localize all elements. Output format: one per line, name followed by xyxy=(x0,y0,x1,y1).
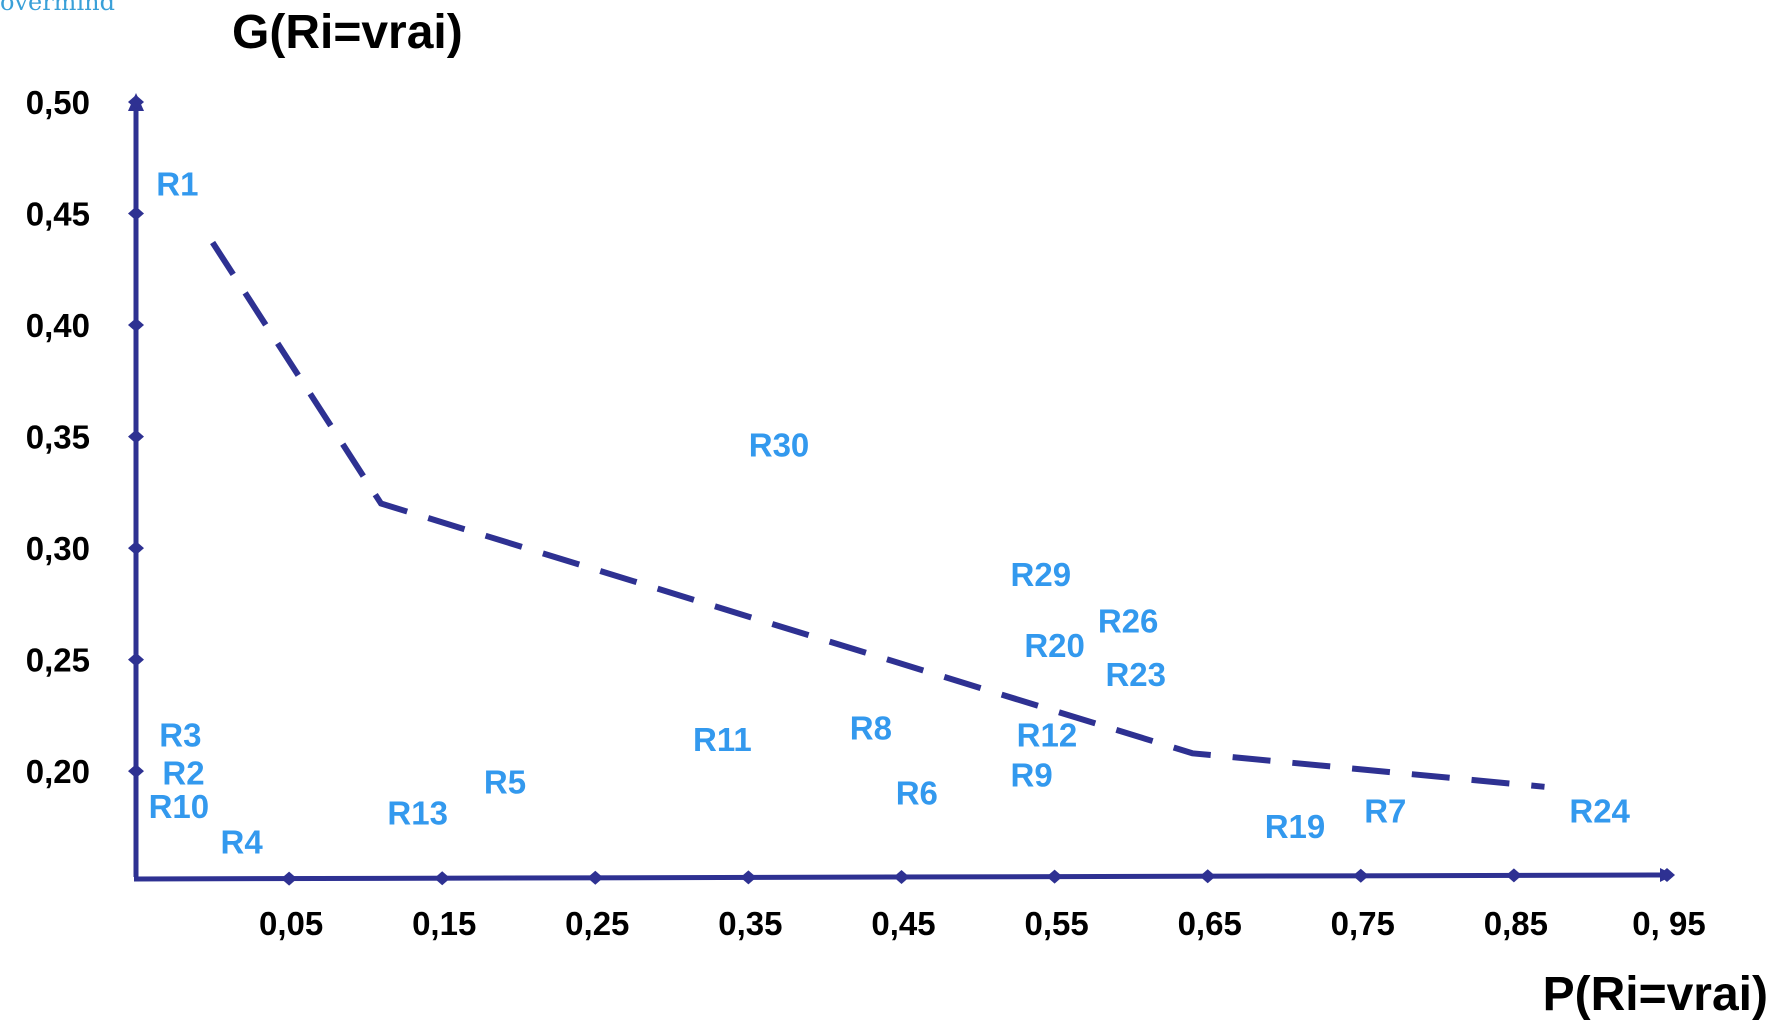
y-tick-label: 0,40 xyxy=(26,307,90,344)
x-tick-mark xyxy=(434,871,451,886)
y-tick-mark xyxy=(128,206,144,221)
point-label-r20: R20 xyxy=(1024,627,1085,664)
x-tick-label: 0,75 xyxy=(1331,905,1395,942)
watermark-text: overmind xyxy=(0,0,115,16)
x-tick-mark xyxy=(1505,868,1522,883)
x-axis-title: P(Ri=vrai) xyxy=(1543,968,1768,1021)
point-label-r12: R12 xyxy=(1017,716,1078,753)
point-label-r5: R5 xyxy=(484,763,526,800)
point-label-r1: R1 xyxy=(156,165,198,202)
x-tick-label: 0,65 xyxy=(1178,905,1242,942)
x-tick-label: 0,85 xyxy=(1484,905,1548,942)
point-label-r26: R26 xyxy=(1098,603,1159,640)
y-tick-label: 0,20 xyxy=(26,753,90,790)
frontier-layer xyxy=(210,240,1545,790)
point-label-r19: R19 xyxy=(1265,808,1326,845)
x-tick-mark xyxy=(1046,869,1063,884)
point-label-r10: R10 xyxy=(149,788,210,825)
y-tick-mark xyxy=(128,764,144,779)
y-tick-mark xyxy=(128,429,144,444)
y-tick-label: 0,50 xyxy=(26,84,90,121)
axes-layer xyxy=(128,93,1674,882)
point-label-r30: R30 xyxy=(749,426,810,463)
x-tick-label: 0,45 xyxy=(871,905,935,942)
x-tick-label: 0,35 xyxy=(718,905,782,942)
x-tick-label: 0,55 xyxy=(1024,905,1088,942)
point-label-r3: R3 xyxy=(159,716,201,753)
y-axis-title: G(Ri=vrai) xyxy=(232,6,463,59)
frontier-dashed-line xyxy=(210,240,1545,790)
y-tick-label: 0,35 xyxy=(26,419,90,456)
point-label-r2: R2 xyxy=(162,754,204,791)
x-tick-mark xyxy=(1659,868,1675,882)
point-label-r4: R4 xyxy=(221,823,264,860)
x-tick-mark xyxy=(893,870,910,884)
y-tick-mark xyxy=(128,95,144,109)
x-tick-label: 0, 95 xyxy=(1632,905,1705,942)
point-label-r23: R23 xyxy=(1105,656,1166,693)
x-tick-label: 0,15 xyxy=(412,905,476,942)
x-tick-label: 0,25 xyxy=(565,905,629,942)
x-tick-mark xyxy=(587,870,604,885)
y-tick-label: 0,30 xyxy=(26,530,90,567)
y-tick-label: 0,25 xyxy=(26,642,90,679)
point-label-r6: R6 xyxy=(896,774,938,811)
point-label-r11: R11 xyxy=(693,721,752,758)
x-tick-mark xyxy=(1199,869,1216,884)
x-tick-mark xyxy=(740,870,757,885)
point-label-r24: R24 xyxy=(1569,792,1630,829)
x-tick-mark xyxy=(281,871,298,886)
x-tick-label: 0,05 xyxy=(259,905,323,942)
point-label-r7: R7 xyxy=(1364,792,1406,829)
point-label-r8: R8 xyxy=(850,710,892,747)
point-label-r9: R9 xyxy=(1011,757,1053,794)
ticks-layer: 0,50 0,45 0,40 0,35 0,30 0,25 0,20 0,05 0,15 0,25… xyxy=(26,84,1706,942)
y-tick-mark xyxy=(128,318,144,333)
y-tick-mark xyxy=(128,541,144,556)
y-tick-label: 0,45 xyxy=(26,196,90,233)
y-tick-mark xyxy=(128,652,144,667)
point-label-r29: R29 xyxy=(1011,556,1072,593)
x-tick-mark xyxy=(1352,868,1369,883)
point-label-r13: R13 xyxy=(387,794,448,831)
